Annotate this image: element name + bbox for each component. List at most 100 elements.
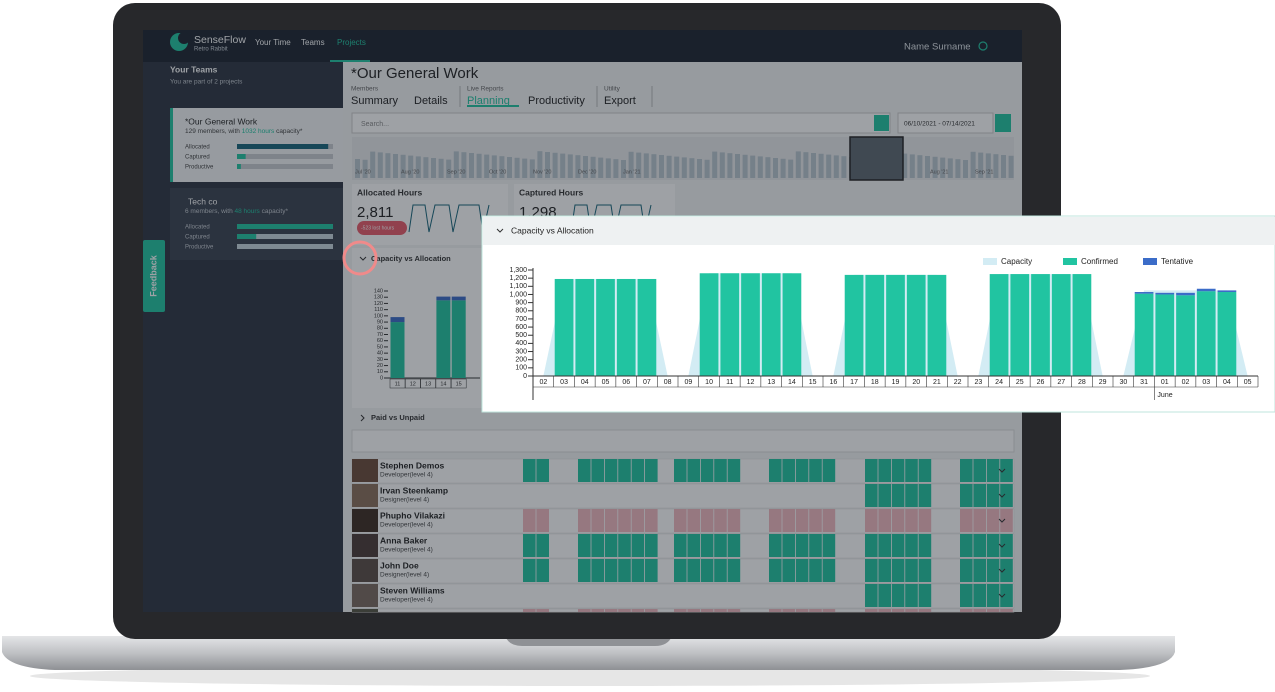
confirmed-bar bbox=[761, 273, 781, 376]
heat-cell bbox=[536, 509, 549, 532]
x-tick-label: 17 bbox=[850, 379, 858, 386]
heat-cell bbox=[536, 609, 549, 612]
feedback-label: Feedback bbox=[148, 254, 158, 297]
highlight-ring bbox=[342, 240, 378, 276]
confirmed-bar bbox=[1196, 291, 1216, 376]
x-tick-label: 23 bbox=[974, 379, 982, 386]
nav-link[interactable]: Teams bbox=[301, 38, 325, 47]
confirmed-bar bbox=[1155, 294, 1175, 376]
heat-cell bbox=[674, 459, 687, 482]
timeline-bar bbox=[704, 159, 710, 178]
mini-y-tick-label: 80 bbox=[377, 326, 383, 332]
x-tick-label: 02 bbox=[539, 379, 547, 386]
heat-cell bbox=[986, 459, 1000, 482]
avatar bbox=[352, 534, 378, 557]
mini-x-label: 15 bbox=[456, 381, 462, 387]
confirmed-bar bbox=[554, 278, 574, 376]
tab[interactable]: Planning bbox=[467, 95, 510, 107]
heat-cell bbox=[973, 559, 986, 582]
tab[interactable]: Summary bbox=[351, 95, 399, 107]
section-title[interactable]: Paid vs Unpaid bbox=[371, 413, 425, 422]
section-title[interactable]: Capacity vs Allocation bbox=[371, 254, 451, 263]
mini-confirmed-bar bbox=[436, 300, 451, 378]
timeline-bar bbox=[370, 151, 376, 178]
bar-track bbox=[237, 244, 333, 249]
timeline-window bbox=[849, 136, 904, 181]
timeline-bar bbox=[628, 151, 634, 178]
y-tick-label: 400 bbox=[515, 340, 527, 347]
tab-underline bbox=[467, 105, 519, 107]
heat-cell bbox=[918, 484, 932, 507]
timeline-label: Aug '20 bbox=[401, 169, 419, 175]
y-tick-label: 300 bbox=[515, 348, 527, 355]
heat-cell bbox=[769, 509, 782, 532]
timeline-bar bbox=[545, 152, 550, 178]
timeline-bar bbox=[955, 159, 961, 178]
x-tick-label: 07 bbox=[643, 379, 651, 386]
search-dropdown[interactable] bbox=[874, 115, 889, 131]
heat-cell bbox=[960, 609, 973, 612]
y-tick-label: 800 bbox=[515, 308, 527, 315]
timeline-bar bbox=[461, 152, 467, 178]
heat-cell bbox=[986, 509, 1000, 532]
heat-cell bbox=[986, 534, 1000, 557]
heat-cell bbox=[578, 509, 591, 532]
feedback-tab[interactable] bbox=[143, 240, 165, 312]
heat-cell bbox=[986, 584, 1000, 607]
brand: SenseFlow bbox=[194, 34, 246, 46]
mini-confirmed-bar bbox=[451, 300, 466, 378]
heat-cell bbox=[973, 534, 986, 557]
mini-y-tick-label: 120 bbox=[374, 301, 383, 307]
timeline-bar bbox=[712, 151, 718, 178]
timeline-bar bbox=[925, 156, 930, 178]
heat-cell bbox=[523, 559, 536, 582]
timeline-bar bbox=[590, 156, 596, 178]
team-capacity-part: 48 hours bbox=[233, 208, 261, 215]
tab[interactable]: Details bbox=[414, 95, 448, 107]
timeline-bar bbox=[917, 155, 923, 178]
heat-cell bbox=[960, 459, 973, 482]
tab[interactable]: Export bbox=[604, 95, 636, 107]
timeline-bar bbox=[681, 157, 687, 178]
confirmed-bar bbox=[720, 273, 740, 376]
y-tick-label: 100 bbox=[515, 365, 527, 372]
sidebar-subtitle: You are part of 2 projects bbox=[170, 79, 243, 86]
x-tick-label: 27 bbox=[1057, 379, 1065, 386]
heat-cell bbox=[973, 584, 986, 607]
timeline-bar bbox=[355, 159, 360, 178]
confirmed-bar bbox=[616, 278, 636, 376]
heat-cell bbox=[986, 484, 1000, 507]
date-box[interactable] bbox=[897, 112, 994, 134]
search-box[interactable] bbox=[351, 112, 891, 134]
person-role: Designer(level 4) bbox=[380, 497, 429, 504]
heat-cell bbox=[905, 459, 918, 482]
y-tick-label: 200 bbox=[515, 357, 527, 364]
person-name: Irvan Steenkamp bbox=[380, 485, 448, 495]
y-tick-label: 1,300 bbox=[509, 267, 527, 274]
person-role: Developer(level 4) bbox=[380, 472, 433, 479]
timeline-bar bbox=[811, 153, 816, 178]
heat-cell bbox=[727, 609, 741, 612]
heat-cell bbox=[795, 534, 809, 557]
heat-cell bbox=[769, 559, 782, 582]
nav-link[interactable]: Your Time bbox=[255, 38, 291, 47]
mini-tentative-bar bbox=[451, 296, 466, 301]
heat-cell bbox=[905, 534, 918, 557]
nav-link[interactable]: Projects bbox=[337, 38, 366, 47]
tab[interactable]: Productivity bbox=[528, 95, 585, 107]
timeline-bar bbox=[393, 154, 398, 178]
heat-cell bbox=[809, 609, 822, 612]
confirmed-bar bbox=[637, 278, 657, 376]
timeline-bar bbox=[993, 154, 999, 178]
heat-cell bbox=[809, 559, 822, 582]
bar-label: Allocated bbox=[185, 225, 210, 231]
heat-cell bbox=[631, 459, 645, 482]
timeline-bar bbox=[431, 158, 436, 178]
mini-x-label: 13 bbox=[425, 381, 431, 387]
calendar-button[interactable] bbox=[995, 114, 1011, 132]
timeline-bar bbox=[788, 159, 794, 178]
timeline-bar bbox=[362, 159, 368, 178]
timeline-label: Sep '20 bbox=[447, 169, 465, 175]
heat-cell bbox=[822, 609, 836, 612]
